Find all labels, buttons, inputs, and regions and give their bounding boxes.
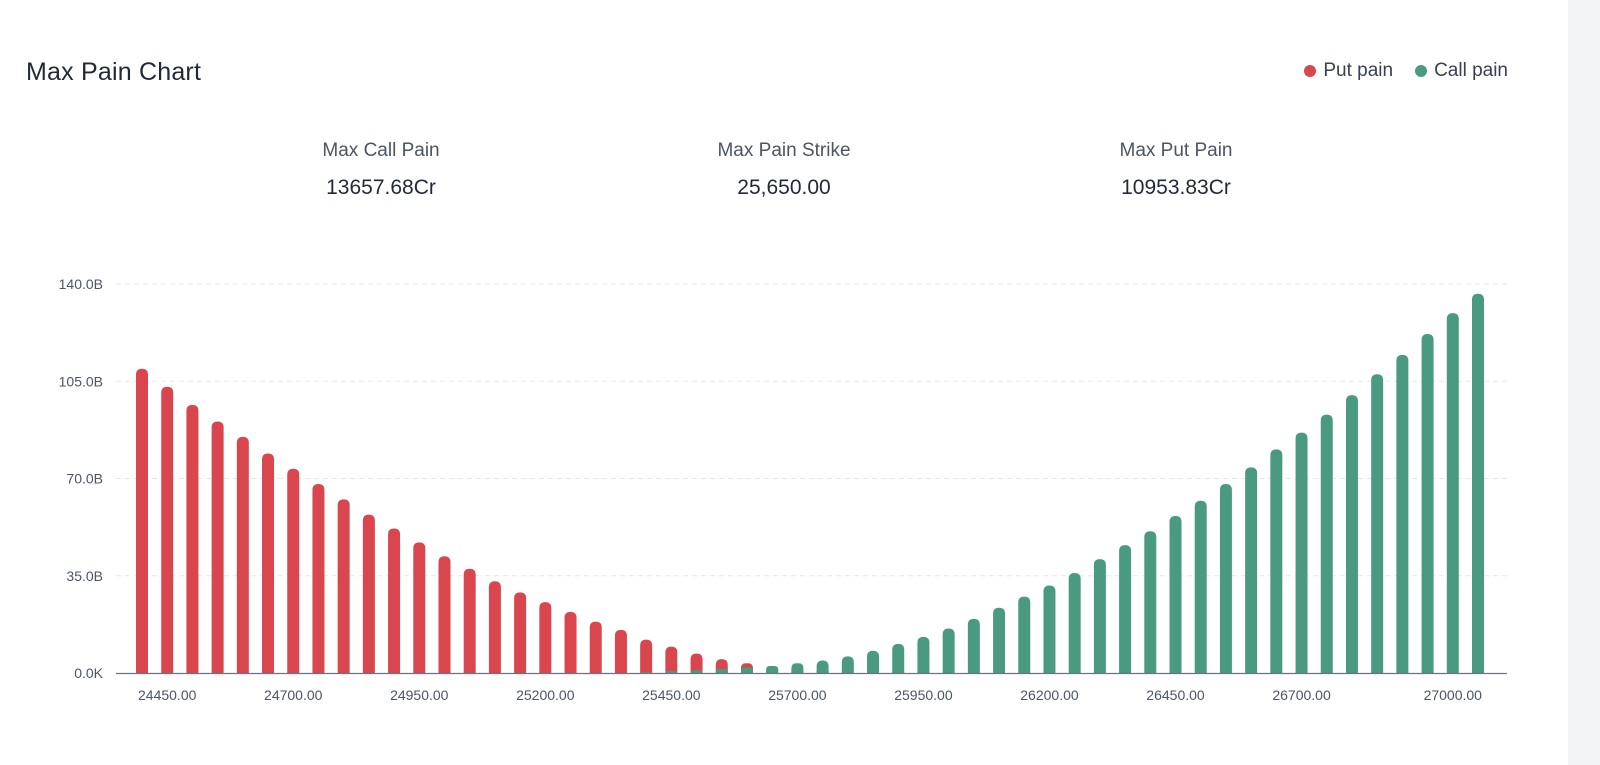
stat-max-call-pain: Max Call Pain 13657.68Cr: [251, 140, 511, 200]
call-pain-bar: [1371, 374, 1384, 673]
put-pain-bar: [438, 556, 451, 673]
call-pain-bar: [690, 670, 703, 673]
x-tick-label: 25200.00: [516, 687, 575, 703]
call-pain-bar: [640, 672, 653, 673]
stat-value: 13657.68Cr: [326, 176, 436, 199]
call-pain-bar: [740, 667, 753, 673]
call-pain-bar: [892, 643, 905, 673]
x-tick-label: 24700.00: [264, 687, 323, 703]
put-pain-bar: [337, 499, 350, 673]
call-pain-bar: [1446, 313, 1459, 673]
x-tick-label: 27000.00: [1424, 687, 1483, 703]
x-tick-label: 24450.00: [138, 687, 197, 703]
max-pain-bar-chart: 0.0K 35.0B 70.0B 105.0B 140.0B 24450.00 24700.…: [59, 276, 1507, 703]
put-pain-bar: [690, 653, 703, 673]
call-pain-bar: [1320, 414, 1333, 673]
call-pain-bar: [942, 628, 955, 673]
put-pain-bar: [413, 542, 426, 673]
stat-max-pain-strike: Max Pain Strike 25,650.00: [654, 140, 914, 200]
stat-value: 25,650.00: [737, 176, 831, 199]
call-pain-bar: [867, 650, 880, 673]
legend-label-call-pain: Call pain: [1434, 60, 1508, 81]
put-pain-bar: [388, 528, 401, 673]
scrollbar-gutter[interactable]: [1568, 0, 1600, 765]
call-pain-bar: [791, 663, 804, 673]
x-tick-label: 26200.00: [1020, 687, 1079, 703]
call-pain-bar: [967, 618, 980, 673]
x-tick-label: 25700.00: [768, 687, 827, 703]
put-pain-bar: [564, 611, 577, 673]
legend-label-put-pain: Put pain: [1323, 60, 1394, 81]
legend-item-call-pain[interactable]: Call pain: [1415, 60, 1508, 82]
put-pain-dot-icon: [1304, 65, 1317, 77]
stat-value: 10953.83Cr: [1121, 176, 1231, 199]
y-tick-label: 105.0B: [59, 373, 103, 389]
x-tick-label: 25950.00: [894, 687, 953, 703]
call-pain-bar: [1421, 334, 1434, 673]
call-pain-bar: [1119, 545, 1132, 673]
put-pain-bar: [614, 629, 627, 673]
stat-label: Max Pain Strike: [717, 140, 851, 161]
call-pain-bar: [1018, 596, 1031, 673]
put-pain-bar: [539, 602, 552, 673]
put-pain-bar: [211, 421, 224, 673]
call-pain-bar: [1345, 395, 1358, 673]
y-tick-label: 0.0K: [74, 665, 103, 681]
x-tick-label: 24950.00: [390, 687, 449, 703]
call-pain-bar: [665, 671, 678, 673]
call-pain-bar: [1194, 500, 1207, 673]
put-pain-bar: [186, 404, 199, 673]
x-tick-label: 26450.00: [1146, 687, 1205, 703]
call-pain-bar: [1169, 516, 1182, 673]
legend-item-put-pain[interactable]: Put pain: [1304, 60, 1393, 82]
put-pain-bar: [236, 436, 249, 673]
x-tick-label: 25450.00: [642, 687, 701, 703]
y-tick-label: 70.0B: [66, 471, 103, 487]
page-title: Max Pain Chart: [26, 58, 202, 86]
call-pain-bar: [1068, 572, 1081, 673]
call-pain-bar: [1270, 449, 1283, 673]
call-pain-bar: [1093, 559, 1106, 673]
put-pain-bar: [463, 568, 476, 673]
put-pain-bar: [287, 468, 300, 673]
call-pain-bar: [1245, 467, 1258, 673]
put-pain-bar: [514, 592, 527, 673]
call-pain-bar: [917, 636, 930, 673]
put-pain-bar: [362, 514, 375, 673]
put-pain-bar: [312, 484, 325, 673]
call-pain-bar: [1043, 585, 1056, 673]
call-pain-bar: [841, 656, 854, 673]
call-pain-bar: [816, 660, 829, 673]
call-pain-bar: [1144, 531, 1157, 673]
chart-legend: Put pain Call pain: [1304, 60, 1508, 82]
stat-label: Max Call Pain: [322, 140, 440, 161]
call-pain-bar: [766, 666, 779, 673]
put-pain-bar: [136, 368, 148, 673]
put-pain-bar: [488, 581, 501, 673]
put-pain-bar: [161, 386, 174, 673]
y-tick-label: 35.0B: [66, 568, 103, 584]
call-pain-bar: [715, 668, 728, 673]
x-tick-label: 26700.00: [1272, 687, 1331, 703]
put-pain-bar: [640, 639, 653, 673]
stat-label: Max Put Pain: [1119, 140, 1233, 161]
put-pain-bar: [589, 621, 602, 673]
put-pain-bar: [262, 453, 275, 673]
call-pain-bar: [1219, 484, 1232, 673]
call-pain-dot-icon: [1415, 65, 1428, 77]
call-pain-bar: [993, 607, 1006, 673]
call-pain-bar: [1396, 354, 1409, 673]
y-tick-label: 140.0B: [59, 276, 103, 292]
stat-max-put-pain: Max Put Pain 10953.83Cr: [1046, 140, 1306, 200]
put-pain-bar: [665, 646, 678, 673]
call-pain-bar: [1472, 293, 1484, 673]
call-pain-bar: [1295, 432, 1308, 673]
